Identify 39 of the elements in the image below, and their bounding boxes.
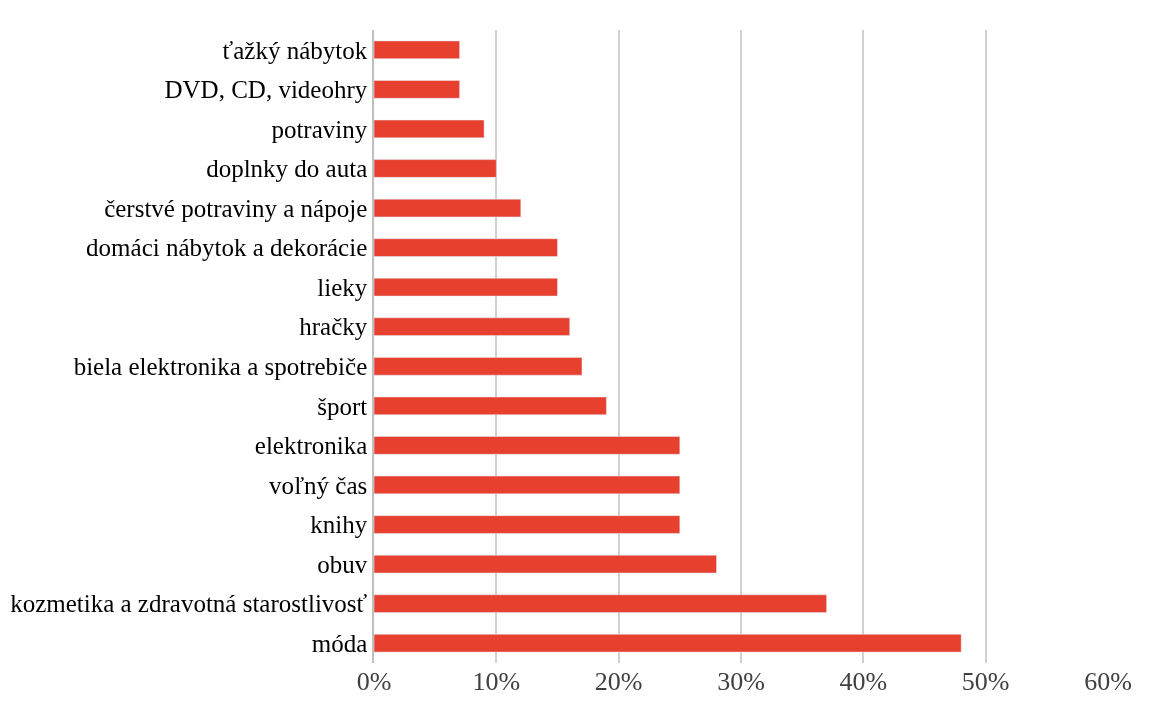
- bar: [374, 278, 558, 297]
- x-tick-label: 10%: [472, 667, 521, 696]
- bar: [374, 357, 583, 376]
- x-tick-label: 20%: [594, 667, 643, 696]
- bar: [374, 198, 522, 218]
- y-tick-label: obuv: [317, 550, 368, 578]
- y-tick-label: šport: [317, 392, 368, 420]
- y-tick-label: DVD, CD, videohry: [164, 76, 368, 104]
- bar: [374, 238, 558, 257]
- bar: [374, 119, 485, 139]
- bar: [374, 436, 681, 455]
- y-tick-label: elektronika: [254, 432, 368, 460]
- x-tick-label: 60%: [1084, 667, 1132, 696]
- bar: [374, 634, 962, 653]
- bar: [374, 317, 570, 336]
- x-tick-label: 0%: [356, 667, 392, 696]
- x-tick-label: 40%: [839, 667, 888, 696]
- x-tick-label: 30%: [717, 667, 765, 696]
- bar: [374, 40, 460, 59]
- y-tick-label: kozmetika a zdravotná starostlivosť: [10, 590, 368, 618]
- y-tick-label: potraviny: [271, 115, 368, 143]
- y-tick-label: móda: [311, 629, 368, 657]
- y-tick-label: čerstvé potraviny a nápoje: [104, 194, 368, 222]
- y-tick-label: hračky: [299, 313, 368, 341]
- y-tick-label: doplnky do auta: [206, 155, 368, 183]
- y-tick-label: lieky: [317, 273, 368, 301]
- y-tick-label: ťažký nábytok: [222, 36, 368, 64]
- bar: [374, 396, 607, 415]
- bar: [374, 594, 827, 613]
- y-tick-label: domáci nábytok a dekorácie: [86, 234, 368, 262]
- y-tick-label: voľný čas: [268, 471, 368, 499]
- x-tick-label: 50%: [961, 667, 1010, 696]
- bar: [374, 475, 681, 495]
- y-tick-label: biela elektronika a spotrebiče: [73, 353, 368, 381]
- y-tick-label: knihy: [310, 511, 368, 539]
- bar: [374, 80, 460, 99]
- bar: [374, 554, 717, 574]
- bar: [374, 159, 497, 178]
- bar: [374, 515, 681, 534]
